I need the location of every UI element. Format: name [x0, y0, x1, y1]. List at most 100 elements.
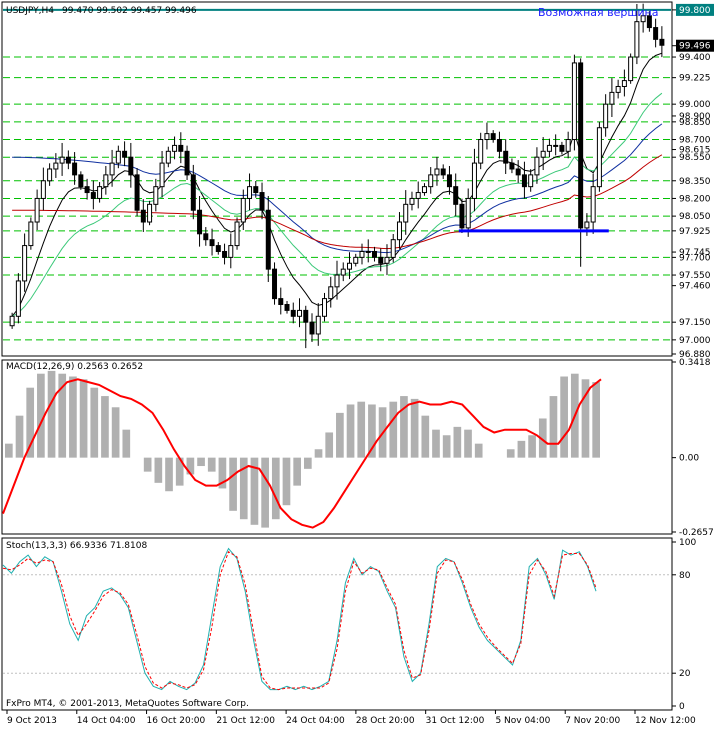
candle-body	[272, 268, 278, 300]
price-label: 98.850	[679, 118, 711, 128]
candle-body	[328, 286, 334, 300]
candle-body	[215, 245, 221, 252]
macd-bar	[528, 435, 536, 458]
candle-body	[78, 174, 84, 188]
macd-bar	[15, 415, 24, 458]
time-axis: 9 Oct 2013 14 Oct 04:00 16 Oct 20:00 21 Oct…	[6, 710, 696, 726]
candle-body	[28, 221, 34, 247]
candle-body	[434, 168, 440, 176]
candle-body	[428, 174, 434, 188]
candle-body	[222, 250, 228, 258]
candle-body	[153, 186, 159, 205]
macd-bar	[69, 376, 77, 458]
stoch-scale-label: 100	[679, 538, 696, 548]
candle-body	[553, 144, 559, 147]
candle-body	[9, 315, 15, 327]
candle-body	[203, 233, 209, 241]
candle-body	[59, 156, 65, 164]
candle-body	[134, 174, 140, 211]
candle-body	[446, 174, 452, 188]
price-label: 99.400	[679, 53, 711, 63]
macd-bar	[517, 440, 526, 458]
price-tag: 99.496	[679, 42, 711, 52]
stoch-scale-label: 20	[679, 669, 691, 679]
price-label: 97.550	[679, 271, 711, 281]
time-label: 28 Oct 20:00	[356, 716, 415, 726]
stoch-axis: 100 80 20 0	[3, 538, 696, 712]
macd-scale-label: 0.3418	[679, 358, 711, 368]
candle-body	[240, 197, 246, 223]
candle-body	[22, 245, 28, 282]
time-label: 5 Nov 04:00	[495, 716, 550, 726]
candle-body	[15, 280, 21, 317]
candle-body	[646, 15, 652, 29]
macd-bar	[464, 429, 472, 458]
candle-body	[353, 256, 359, 264]
macd-bar	[357, 401, 366, 458]
macd-bar	[336, 412, 344, 458]
candle-body	[103, 174, 109, 188]
candle-body	[521, 174, 527, 188]
stoch-scale-label: 0	[679, 702, 685, 712]
price-label: 96.880	[679, 350, 711, 360]
candle-body	[615, 85, 621, 93]
macd-bar	[474, 443, 483, 458]
price-label: 97.150	[679, 318, 711, 328]
candle-body	[590, 186, 596, 223]
candle-body	[409, 197, 415, 205]
macd-bar	[368, 404, 376, 458]
candle-body	[371, 250, 377, 258]
macd-bar	[538, 418, 547, 458]
macd-bar	[506, 449, 515, 458]
candle-body	[172, 144, 178, 152]
candle-body	[421, 186, 427, 194]
candle-body	[378, 256, 384, 264]
price-tag-bg	[676, 39, 714, 52]
candle-body	[571, 62, 577, 141]
candle-body	[621, 80, 627, 87]
time-label: 24 Oct 04:00	[286, 716, 345, 726]
candle-body	[34, 197, 40, 223]
candle-body	[197, 209, 203, 235]
macd-bar	[239, 457, 248, 520]
stoch-signal-line	[2, 551, 597, 691]
price-tag-bg	[676, 3, 714, 16]
macd-bar	[271, 457, 280, 520]
macd-bar	[79, 379, 88, 458]
candle-body	[109, 162, 115, 176]
macd-bar	[346, 404, 355, 458]
candle-body	[265, 209, 271, 270]
time-label: 9 Oct 2013	[7, 716, 57, 726]
candle-body	[84, 186, 90, 194]
candle-body	[209, 239, 215, 247]
macd-scale-label: -0.2657	[679, 528, 714, 538]
macd-bar	[101, 396, 109, 458]
price-label: 99.225	[679, 74, 711, 84]
candle-body	[453, 186, 459, 205]
candle-body	[528, 174, 534, 188]
macd-bar	[165, 457, 173, 492]
macd-bar	[282, 457, 291, 506]
time-label: 12 Nov 12:00	[635, 716, 696, 726]
macd-bar	[58, 373, 67, 458]
macd-bar	[442, 435, 451, 458]
macd-bar	[143, 457, 152, 472]
candle-body	[65, 156, 71, 164]
candle-body	[309, 321, 315, 335]
price-label: 97.925	[679, 227, 711, 237]
macd-bar	[26, 387, 35, 458]
price-tag: 99.800	[679, 6, 711, 16]
candle-body	[334, 274, 340, 288]
candle-body	[471, 162, 477, 199]
macd-bar	[111, 407, 120, 458]
candle-body	[122, 150, 128, 158]
candle-body	[259, 192, 265, 211]
macd-signal-line	[2, 378, 602, 529]
candle-body	[440, 168, 446, 176]
macd-bar	[47, 370, 56, 458]
candle-body	[415, 192, 421, 199]
macd-bar	[410, 398, 419, 458]
candle-body	[503, 150, 509, 164]
